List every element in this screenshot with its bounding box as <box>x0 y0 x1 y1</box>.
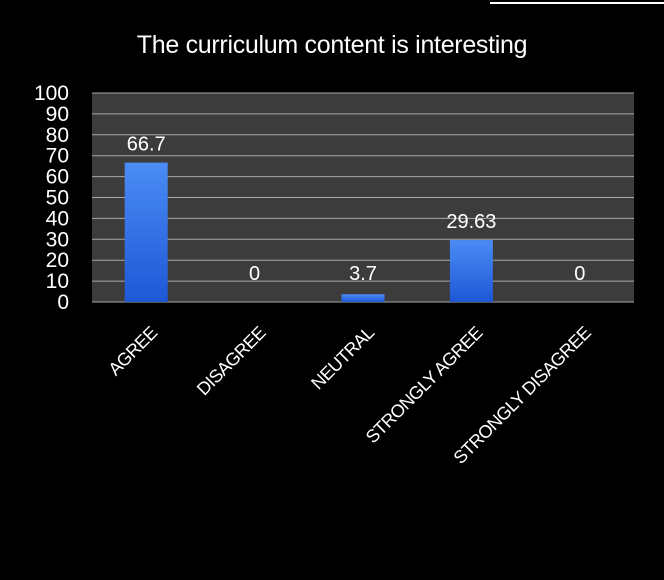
y-tick-label: 100 <box>34 82 69 105</box>
chart-title: The curriculum content is interesting <box>136 31 528 59</box>
x-tick-label: DISAGREE <box>193 322 270 399</box>
data-labels: 66.7 0 3.7 29.63 0 <box>127 134 586 285</box>
bar-strongly-agree <box>449 240 493 302</box>
data-label: 66.7 <box>127 134 166 156</box>
y-tick-label: 20 <box>46 249 69 272</box>
y-tick-label: 80 <box>46 124 69 147</box>
y-tick-label: 0 <box>57 291 69 314</box>
y-tick-label: 30 <box>46 228 69 251</box>
y-tick-label: 40 <box>46 207 69 230</box>
y-tick-label: 10 <box>46 270 69 293</box>
y-tick-label: 50 <box>46 187 69 210</box>
x-tick-label: STRONGLY AGREE <box>362 322 487 447</box>
data-label: 0 <box>574 263 585 285</box>
top-edge-line <box>490 2 664 4</box>
x-tick-label: NEUTRAL <box>307 322 378 393</box>
y-tick-label: 60 <box>46 166 69 189</box>
data-label: 29.63 <box>446 211 496 233</box>
y-tick-label: 90 <box>46 103 69 126</box>
bars <box>124 162 493 302</box>
data-label: 0 <box>249 263 260 285</box>
y-tick-label: 70 <box>46 145 69 168</box>
bar-agree <box>124 162 168 302</box>
bar-neutral <box>341 294 385 302</box>
data-label: 3.7 <box>349 263 377 285</box>
gridlines <box>92 92 634 303</box>
x-tick-label: AGREE <box>104 322 161 379</box>
